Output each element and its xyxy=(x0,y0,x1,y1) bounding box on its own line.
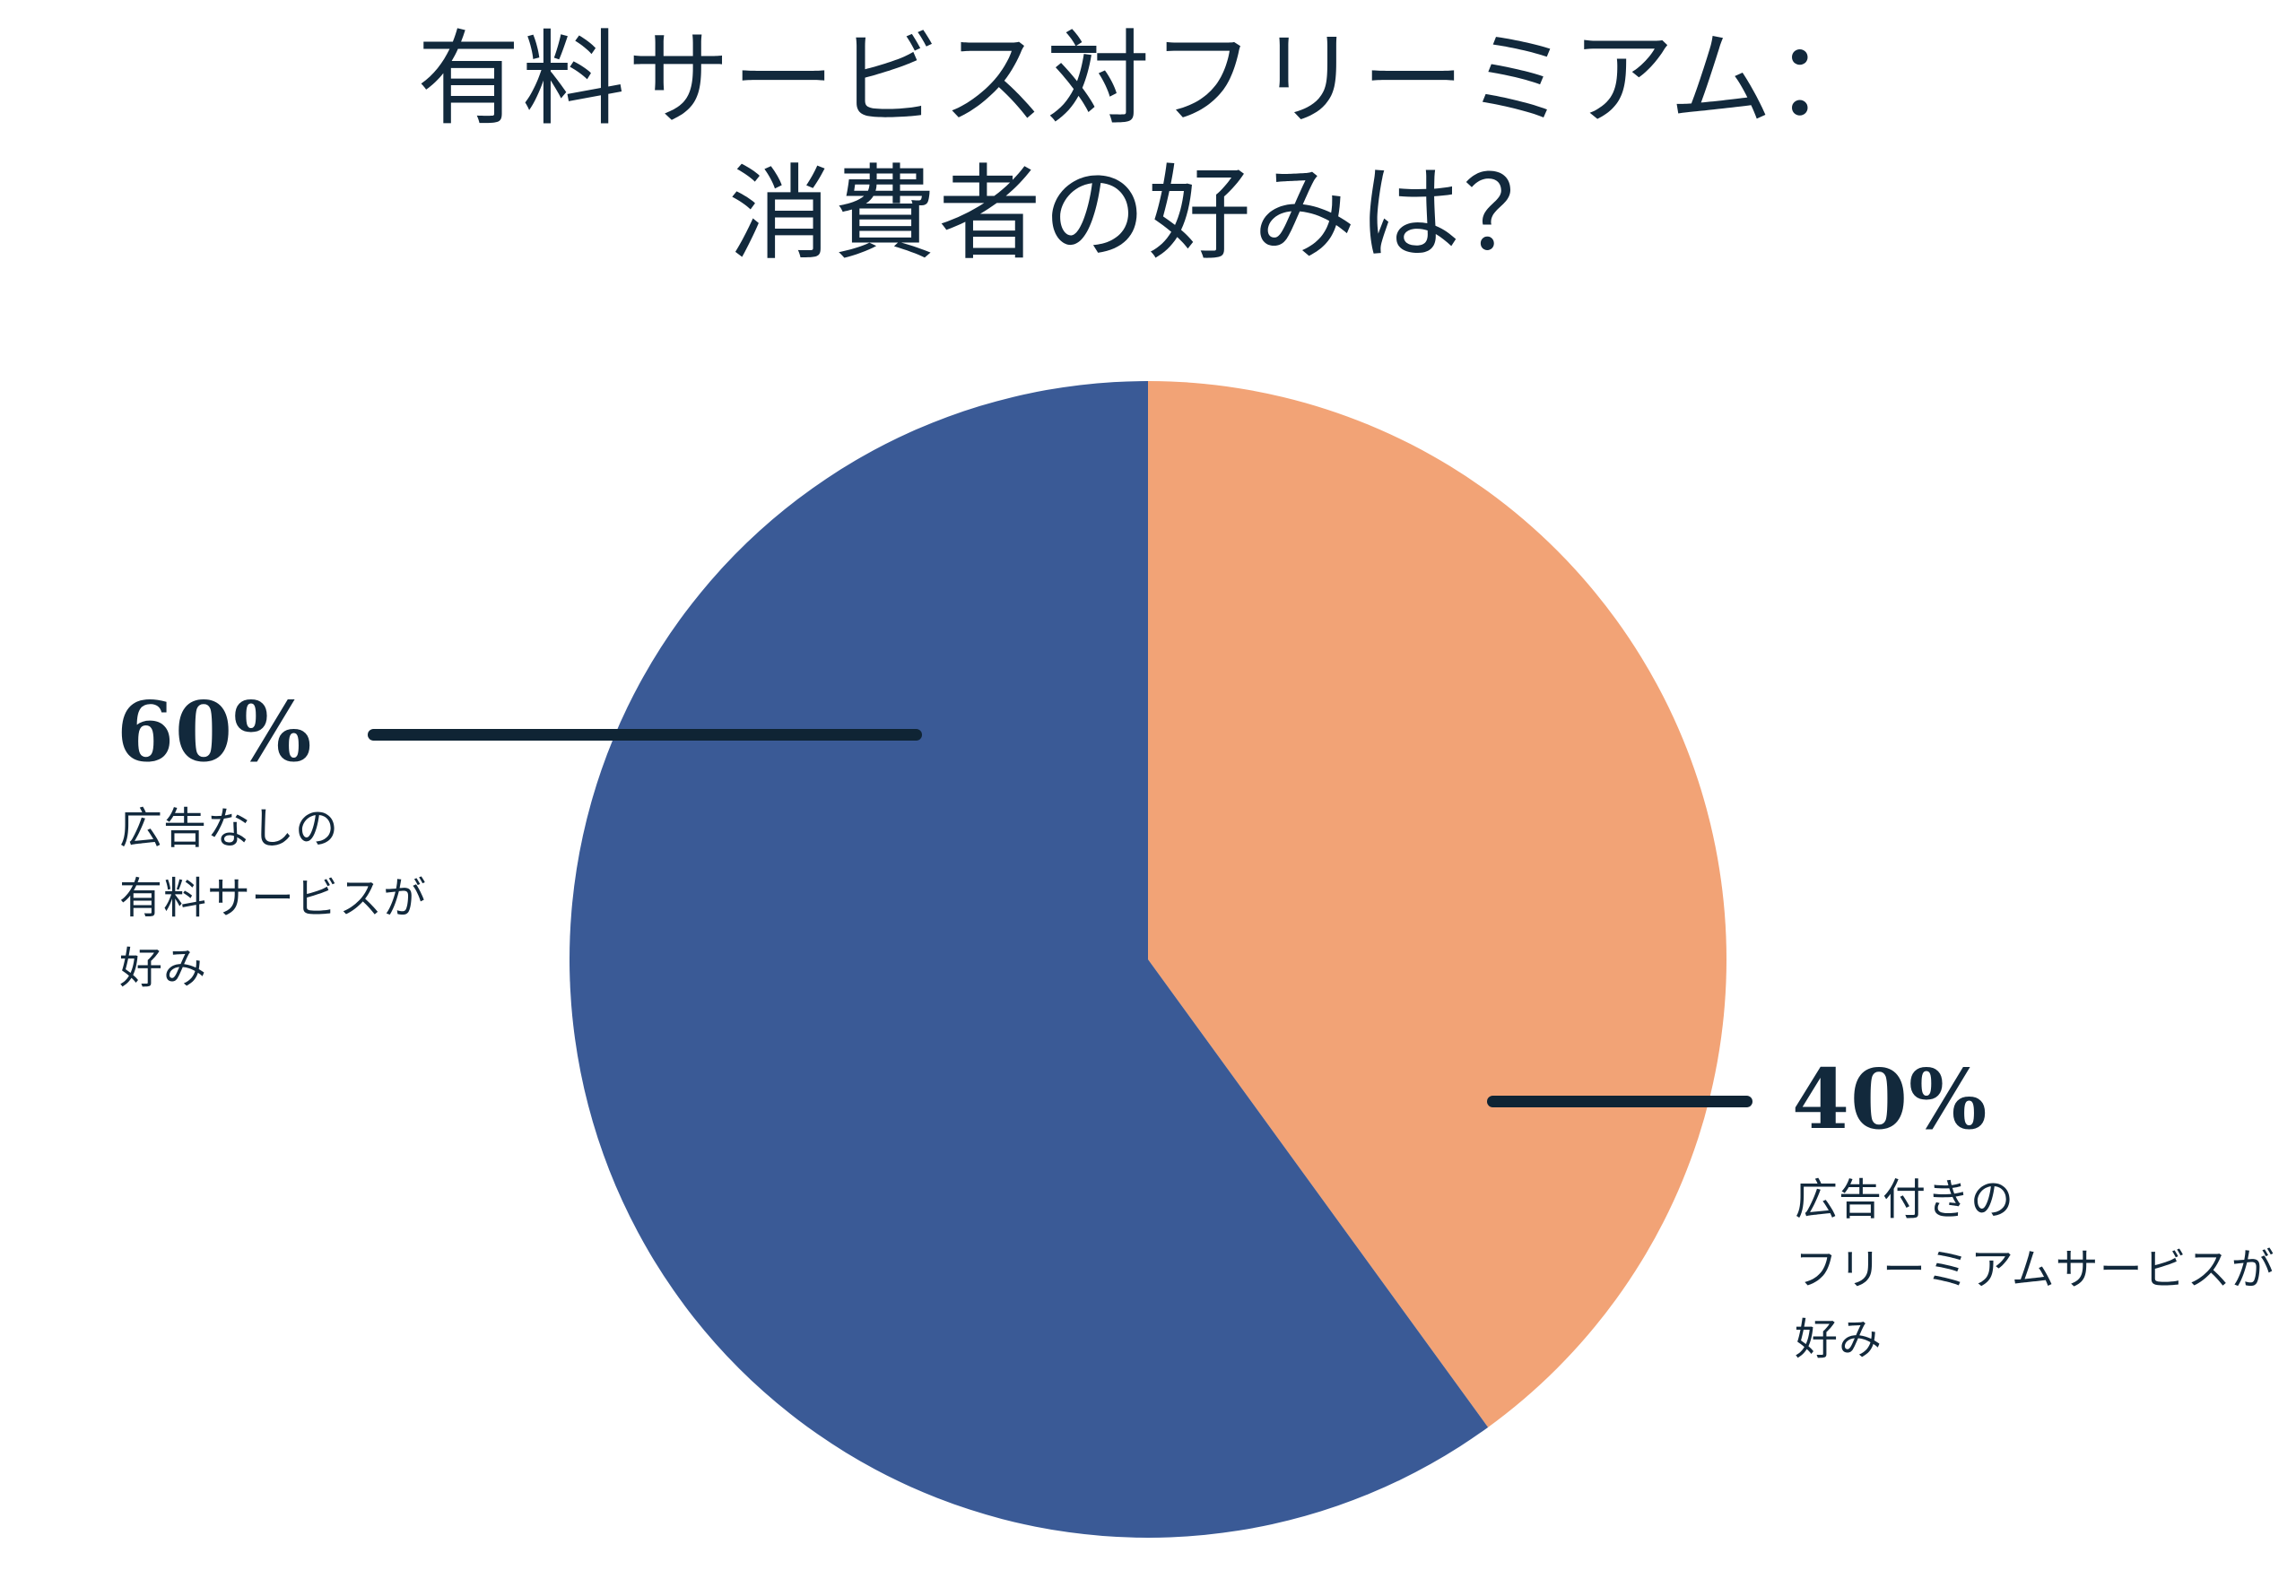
slice-description-40-line-1: 広告付きの xyxy=(1795,1176,2015,1224)
slice-description-60-line-1: 広告なしの xyxy=(119,805,340,853)
pie-slice-40-percent xyxy=(1148,381,1726,1427)
slice-description-60-line-2: 有料サービスが xyxy=(119,875,428,923)
percent-label-60: 60% xyxy=(117,683,313,780)
leader-line-60-percent xyxy=(368,729,922,741)
slice-description-40-line-3: 好み xyxy=(1795,1316,1883,1364)
percent-label-40: 40% xyxy=(1792,1051,1988,1148)
slice-description-60: 広告なしの 有料サービスが 好み xyxy=(119,794,427,1004)
slice-description-40: 広告付きの フリーミアムサービスが 好み xyxy=(1795,1166,2275,1375)
slice-description-40-line-2: フリーミアムサービスが xyxy=(1795,1246,2275,1294)
page-title-line-2: 消費者の好みは？ xyxy=(727,157,1568,272)
leader-line-40-percent xyxy=(1487,1096,1752,1107)
page-title: 有料サービス対フリーミアム： 消費者の好みは？ xyxy=(0,13,2296,282)
slice-description-60-line-3: 好み xyxy=(119,945,208,993)
pie-chart xyxy=(570,381,1726,1538)
pie-slice-60-percent xyxy=(570,381,1489,1538)
page-title-line-1: 有料サービス対フリーミアム： xyxy=(417,22,1879,137)
